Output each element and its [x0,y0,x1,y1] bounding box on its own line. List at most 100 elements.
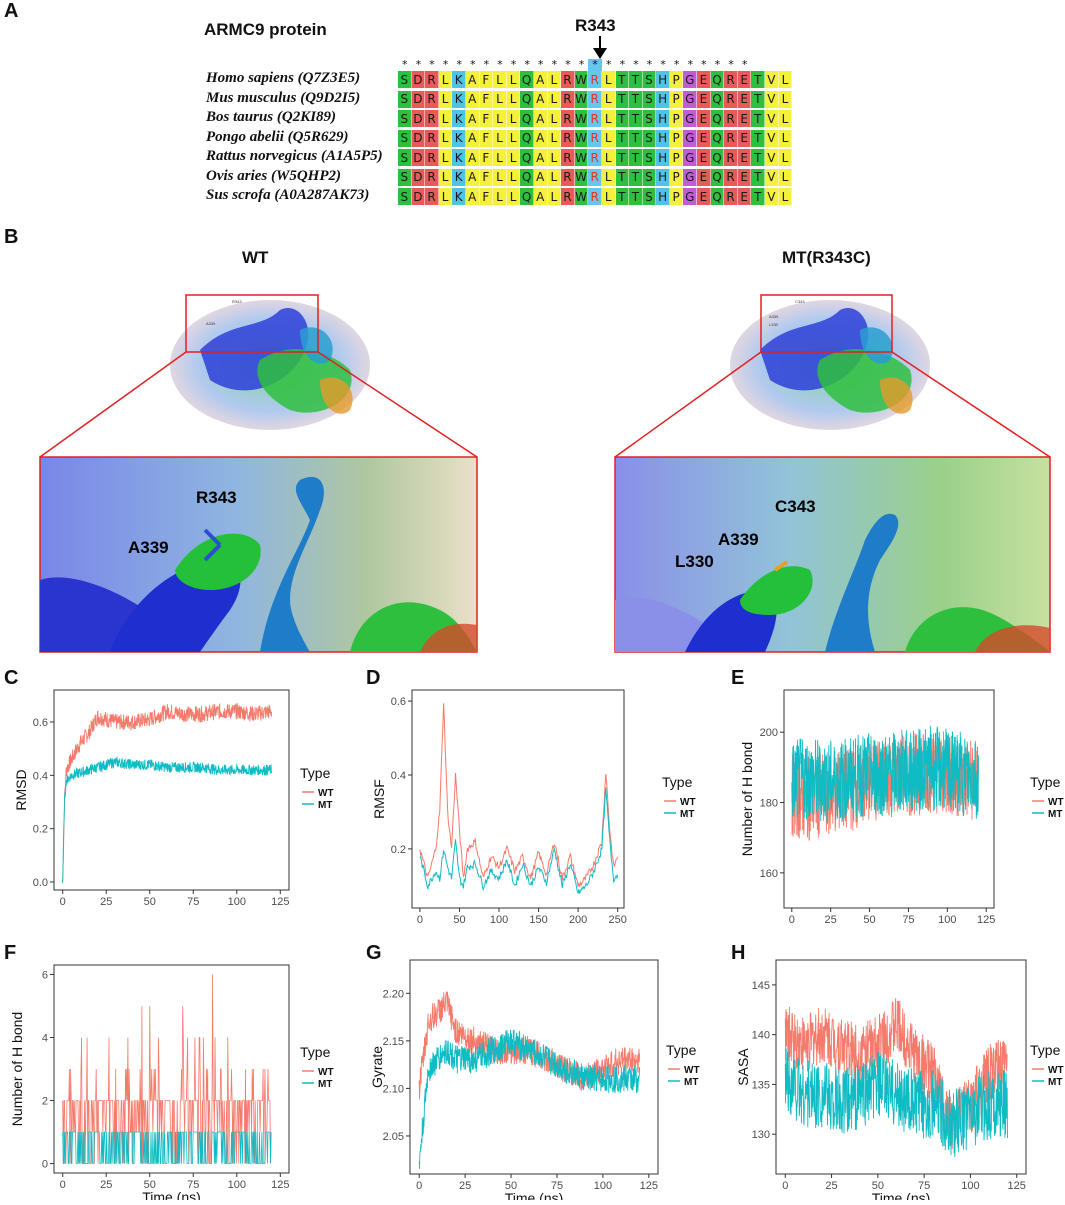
y-axis-label: Gyrate [369,1046,385,1088]
series-line-mt [784,1048,1008,1158]
residue-cell: T [629,129,643,147]
residue-cell: R [588,71,602,88]
residue-cell: H [656,129,670,147]
y-tick-label: 0 [42,1159,48,1171]
residue-cell: H [656,110,670,127]
residue-cell: L [601,168,616,186]
x-tick-label: 50 [505,1180,517,1192]
conservation-star: * [588,59,602,71]
legend-item-wt: WT [684,1065,700,1076]
panel-label-e: E [731,667,745,689]
residue-cell: R [425,149,439,166]
panel-label-g: G [366,942,382,964]
residue-cell: E [697,188,711,205]
residue-cell: R [561,110,575,127]
residue-cell: L [547,129,562,147]
y-tick-label: 0.4 [33,770,48,782]
x-tick-label: 25 [100,1179,112,1191]
x-axis-label: Time (ns) [505,1190,564,1200]
conservation-star: * [523,58,531,71]
residue-cell: S [398,110,412,127]
residue-cell: K [452,149,466,166]
mt-a339-label: A339 [718,530,759,549]
residue-cell: G [683,129,698,147]
x-tick-label: 0 [789,914,795,925]
x-tick-label: 50 [453,914,465,925]
residue-cell: E [697,168,711,186]
residue-cell: L [506,110,521,127]
residue-cell: Q [710,149,725,166]
residue-cell: P [669,188,684,205]
residue-cell: T [615,90,630,108]
residue-cell: L [547,110,562,127]
conservation-star: * [401,58,409,71]
x-tick-label: 75 [187,896,199,905]
panel-label-c: C [4,667,19,689]
series-line-mt [418,1029,641,1169]
residue-cell: T [615,168,630,186]
x-tick-label: 125 [640,1180,658,1192]
residue-cell: R [425,188,439,205]
residue-cell: K [452,110,466,127]
series-line-wt [62,974,272,1164]
series-line-mt [419,787,619,895]
residue-cell: V [765,168,779,186]
mt-c343-label: C343 [775,497,816,516]
conservation-star: * [659,58,667,71]
x-tick-label: 25 [100,896,112,905]
y-axis-label: RMSD [13,769,29,810]
residue-cell: A [533,149,548,166]
residue-cell: L [601,90,616,108]
y-tick-label: 0.4 [391,770,406,782]
residue-cell: G [683,90,698,108]
residue-cell: T [751,71,766,88]
mt-small-l330: L330 [769,322,779,327]
residue-cell: D [411,188,426,205]
residue-cell: F [479,129,494,147]
residue-cell: L [778,71,793,88]
residue-cell: E [697,110,711,127]
residue-cell: H [656,71,670,88]
residue-cell: Q [520,71,534,88]
residue-cell: L [506,168,521,186]
panel-label-h: H [731,942,746,964]
x-tick-label: 75 [902,914,914,925]
x-tick-label: 0 [416,1180,422,1192]
residue-cell: L [493,149,507,166]
x-tick-label: 50 [863,914,875,925]
residue-cell: R [561,149,575,166]
conservation-star: * [537,58,545,71]
residue-cell: L [601,188,616,205]
mt-small-c343: C343 [795,299,805,304]
residue-cell: G [683,149,698,166]
residue-cell: Q [710,129,725,147]
y-tick-label: 0.6 [391,696,406,708]
y-axis-label: SASA [735,1048,751,1086]
residue-cell: D [411,168,426,186]
residue-cell: G [683,71,698,88]
residue-cell: T [615,149,630,166]
mt-small-a339: A339 [769,314,779,319]
species-label: Pongo abelii (Q5R629) [206,128,349,145]
residue-cell: V [765,110,779,127]
gyrate-chart: 0 25 50 75 100 125 2.05 2.10 2.15 2.20 Time (ns) Gy… [369,959,700,1200]
residue-cell: V [765,90,779,108]
conservation-star: * [632,58,640,71]
residue-cell: V [765,129,779,147]
y-axis-label: Number of H bond [9,1012,25,1126]
residue-cell: T [751,129,766,147]
x-tick-label: 0 [60,1179,66,1191]
residue-cell: P [669,129,684,147]
residue-cell: D [411,110,426,127]
residue-cell: A [533,129,548,147]
residue-cell: E [697,90,711,108]
residue-cell: D [411,90,426,108]
residue-cell: L [493,188,507,205]
residue-cell: K [452,129,466,147]
residue-cell: S [642,149,657,166]
residue-cell: P [669,110,684,127]
residue-cell: L [778,149,793,166]
residue-cell: D [411,129,426,147]
